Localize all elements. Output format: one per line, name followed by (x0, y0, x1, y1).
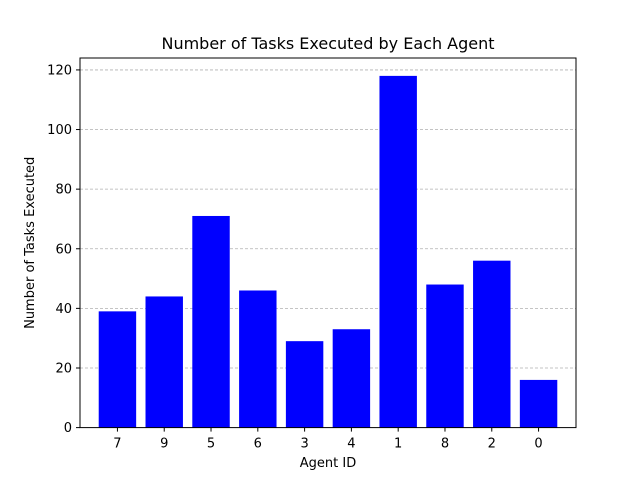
bar-agent-6 (239, 290, 277, 428)
x-tick-label: 8 (441, 437, 449, 452)
x-tick-label: 2 (488, 437, 496, 452)
bar-agent-5 (192, 215, 230, 428)
bar-agent-0 (519, 379, 558, 428)
y-tick-label: 100 (47, 123, 72, 138)
x-tick-label: 5 (207, 437, 215, 452)
bar-agent-7 (98, 311, 137, 428)
bar-agent-8 (426, 284, 464, 428)
x-axis-ticks: 7 9 5 6 3 4 1 8 2 0 (113, 427, 543, 452)
y-tick-label: 60 (55, 242, 72, 257)
plot-frame (79, 57, 577, 429)
x-tick-label: 1 (394, 437, 402, 452)
bar-agent-1 (379, 75, 417, 428)
y-axis-label: Number of Tasks Executed (23, 157, 38, 329)
y-tick-label: 20 (55, 361, 72, 376)
y-tick-label: 40 (55, 302, 72, 317)
x-axis-label: Agent ID (300, 456, 356, 471)
chart-title: Number of Tasks Executed by Each Agent (161, 34, 494, 53)
y-tick-label: 0 (64, 421, 72, 436)
bar-agent-4 (332, 329, 371, 428)
bar-agent-3 (285, 341, 324, 428)
y-tick-label: 120 (47, 63, 72, 78)
bars (98, 75, 558, 428)
bar-agent-2 (473, 260, 511, 428)
x-tick-label: 0 (534, 437, 542, 452)
x-tick-label: 9 (160, 437, 168, 452)
x-tick-label: 7 (113, 437, 121, 452)
x-tick-label: 3 (300, 437, 308, 452)
y-axis-ticks: 0 20 40 60 80 100 120 (47, 63, 80, 436)
y-tick-label: 80 (55, 183, 72, 198)
bar-agent-9 (145, 296, 183, 428)
x-tick-label: 4 (347, 437, 355, 452)
x-tick-label: 6 (254, 437, 262, 452)
